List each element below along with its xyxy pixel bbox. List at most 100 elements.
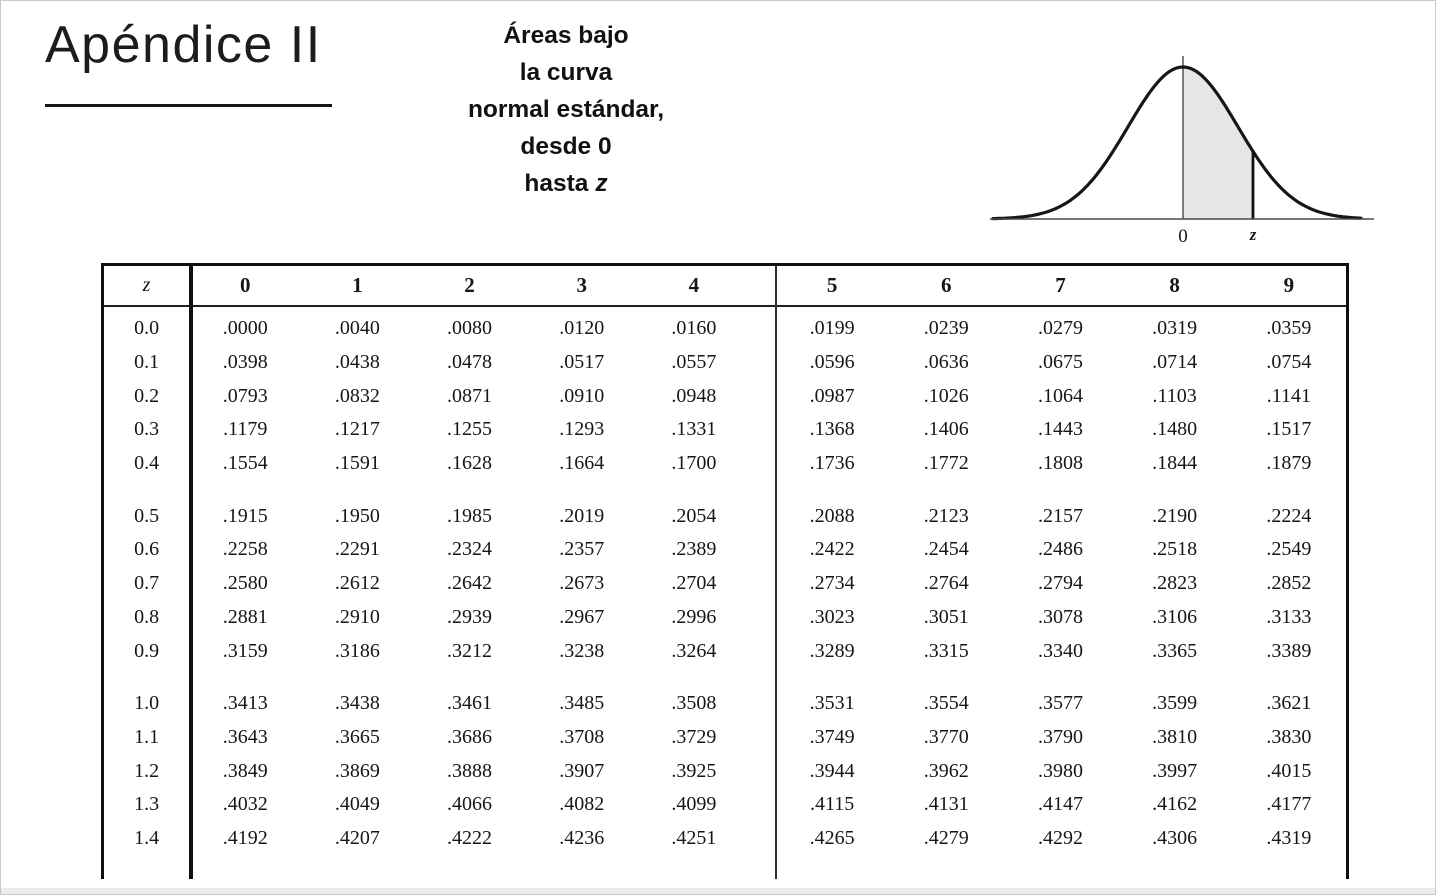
caption-line-last: hasta z	[391, 165, 741, 202]
area-value-cell: .3925	[671, 759, 717, 782]
area-value-cell: .3438	[334, 692, 380, 715]
column-header: 2	[413, 266, 526, 307]
page-bottom-edge	[1, 888, 1435, 894]
corner-header-z: z	[104, 266, 190, 307]
area-value-cell: .1406	[923, 418, 969, 441]
area-value-cell: .2190	[1152, 504, 1198, 527]
middle-column-divider	[775, 266, 777, 879]
area-value-cell: .3212	[447, 639, 493, 662]
z-value-cell: 0.7	[134, 572, 160, 595]
area-value-cell: .3665	[334, 725, 380, 748]
area-value-cell: .4265	[809, 826, 855, 849]
area-value-cell: .0160	[671, 317, 717, 340]
area-value-cell: .1064	[1037, 384, 1083, 407]
area-value-cell: .3508	[671, 692, 717, 715]
area-value-cell: .4066	[447, 793, 493, 816]
area-value-cell: .0832	[334, 384, 380, 407]
spacer-cell	[104, 668, 1346, 687]
area-value-cell: .2764	[923, 572, 969, 595]
z-value-cell: 0.9	[134, 639, 160, 662]
gap-cell	[750, 634, 775, 668]
area-value-cell: .2910	[334, 605, 380, 628]
table-row: 0.7 .2580 .2612 .2642 .2673 .2704 .2734 .2764 .2…	[104, 567, 1346, 601]
z-table-grid: z 0 1 2 3 4 5 6 7 8 9 0.0 .0000 .0040 .0080…	[104, 266, 1346, 855]
area-value-cell: .3790	[1037, 725, 1083, 748]
area-value-cell: .0754	[1266, 351, 1312, 374]
table-row: 0.3 .1179 .1217 .1255 .1293 .1331 .1368 .1406 .1…	[104, 413, 1346, 447]
caption-line: normal estándar,	[467, 96, 665, 123]
bell-curve	[991, 65, 1363, 221]
spacer-cell	[104, 480, 1346, 499]
area-value-cell: .0000	[222, 317, 268, 340]
table-row: 0.4 .1554 .1591 .1628 .1664 .1700 .1736 .1772 .1…	[104, 447, 1346, 481]
area-value-cell: .2123	[923, 504, 969, 527]
area-value-cell: .4015	[1266, 759, 1312, 782]
area-value-cell: .1844	[1152, 452, 1198, 475]
z-column-divider	[189, 266, 193, 879]
caption-z-symbol: z	[595, 170, 608, 197]
area-value-cell: .2939	[447, 605, 493, 628]
area-value-cell: .3888	[447, 759, 493, 782]
area-value-cell: .1517	[1266, 418, 1312, 441]
column-header: 0	[189, 266, 302, 307]
area-value-cell: .4147	[1037, 793, 1083, 816]
table-row: 0.5 .1915 .1950 .1985 .2019 .2054 .2088 .2123 .2…	[104, 499, 1346, 533]
area-value-cell: .4177	[1266, 793, 1312, 816]
area-value-cell: .2852	[1266, 572, 1312, 595]
area-value-cell: .1736	[809, 452, 855, 475]
gap-cell	[750, 413, 775, 447]
area-value-cell: .1179	[223, 418, 268, 441]
area-value-cell: .1026	[923, 384, 969, 407]
caption-line: Áreas bajo	[503, 22, 629, 49]
area-value-cell: .2054	[671, 504, 717, 527]
area-value-cell: .2258	[222, 538, 268, 561]
z-table: z 0 1 2 3 4 5 6 7 8 9 0.0 .0000 .0040 .0080…	[101, 263, 1349, 879]
gap-cell	[749, 266, 776, 307]
area-value-cell: .2518	[1152, 538, 1198, 561]
area-value-cell: .0438	[334, 351, 380, 374]
area-value-cell: .3554	[923, 692, 969, 715]
area-value-cell: .3023	[809, 605, 855, 628]
area-value-cell: .2019	[559, 504, 605, 527]
page-title: Apéndice II	[45, 16, 322, 74]
area-value-cell: .2157	[1037, 504, 1083, 527]
area-value-cell: .3186	[334, 639, 380, 662]
z-value-cell: 0.3	[134, 418, 160, 441]
column-header: 9	[1231, 266, 1346, 307]
area-value-cell: .0714	[1152, 351, 1198, 374]
area-value-cell: .1628	[447, 452, 493, 475]
area-value-cell: .1368	[809, 418, 855, 441]
table-caption: Áreas bajo la curva normal estándar, des…	[391, 17, 741, 202]
area-value-cell: .3051	[923, 605, 969, 628]
area-value-cell: .0120	[559, 317, 605, 340]
caption-line: la curva	[519, 59, 613, 86]
z-value-cell: 1.3	[134, 793, 160, 816]
area-value-cell: .4306	[1152, 826, 1198, 849]
area-value-cell: .3944	[809, 759, 855, 782]
area-value-cell: .1664	[559, 452, 605, 475]
area-value-cell: .3686	[447, 725, 493, 748]
area-value-cell: .0239	[923, 317, 969, 340]
area-value-cell: .0359	[1266, 317, 1312, 340]
area-value-cell: .3365	[1152, 639, 1198, 662]
area-value-cell: .4082	[559, 793, 605, 816]
area-value-cell: .0871	[447, 384, 493, 407]
area-value-cell: .3907	[559, 759, 605, 782]
area-value-cell: .2823	[1152, 572, 1198, 595]
area-value-cell: .1772	[923, 452, 969, 475]
area-value-cell: .4032	[222, 793, 268, 816]
area-value-cell: .4236	[559, 826, 605, 849]
area-value-cell: .4049	[334, 793, 380, 816]
area-value-cell: .4192	[222, 826, 268, 849]
area-value-cell: .3708	[559, 725, 605, 748]
area-value-cell: .2734	[809, 572, 855, 595]
area-value-cell: .3869	[334, 759, 380, 782]
area-value-cell: .3340	[1037, 639, 1083, 662]
area-value-cell: .0040	[334, 317, 380, 340]
area-value-cell: .0636	[923, 351, 969, 374]
area-value-cell: .2291	[334, 538, 380, 561]
z-value-cell: 0.8	[134, 605, 160, 628]
area-value-cell: .3485	[559, 692, 605, 715]
area-value-cell: .3599	[1152, 692, 1198, 715]
